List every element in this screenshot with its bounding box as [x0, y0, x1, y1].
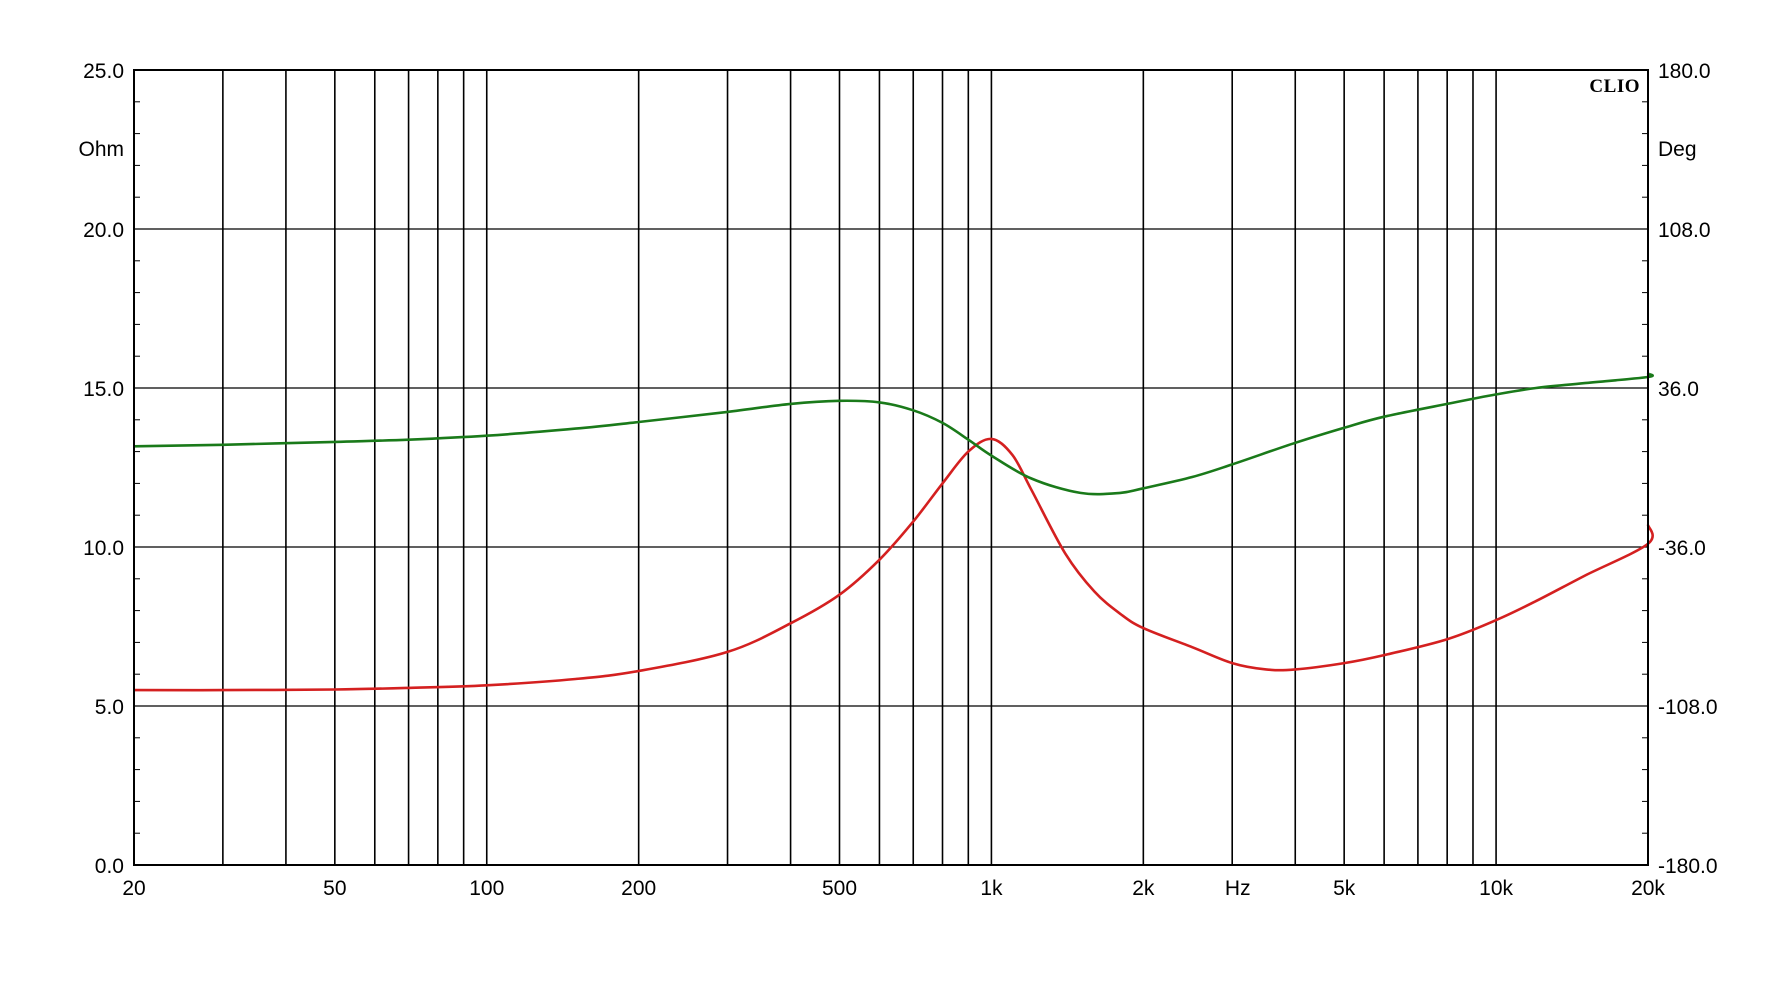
y-left-tick-label: 20.0 — [83, 219, 124, 242]
y-right-tick-label: 36.0 — [1658, 378, 1699, 401]
y-left-tick-label: 5.0 — [95, 696, 124, 719]
y-right-tick-label: -180.0 — [1658, 855, 1718, 878]
y-right-tick-label: -108.0 — [1658, 696, 1718, 719]
y-axis-left-unit: Ohm — [78, 138, 124, 161]
y-left-tick-label: 25.0 — [83, 60, 124, 83]
y-right-tick-label: -36.0 — [1658, 537, 1706, 560]
impedance-curve — [133, 437, 1654, 692]
x-tick-label: 2k — [1132, 877, 1155, 900]
y-right-tick-label: 108.0 — [1658, 219, 1711, 242]
phase-curve — [133, 372, 1654, 496]
x-tick-label: 100 — [469, 877, 504, 900]
x-tick-label: 1k — [980, 877, 1003, 900]
y-axis-right-unit: Deg — [1658, 138, 1697, 161]
y-left-tick-label: 15.0 — [83, 378, 124, 401]
curves — [133, 372, 1654, 692]
x-tick-label: 10k — [1479, 877, 1513, 900]
x-tick-label: 500 — [822, 877, 857, 900]
x-tick-label: 5k — [1333, 877, 1356, 900]
y-right-tick-label: 180.0 — [1658, 60, 1711, 83]
x-tick-label: 20 — [122, 877, 145, 900]
grid — [134, 69, 1649, 866]
x-axis-unit: Hz — [1225, 877, 1251, 900]
clio-brand-label: CLIO — [1589, 76, 1640, 97]
x-tick-label: 200 — [621, 877, 656, 900]
y-left-tick-label: 10.0 — [83, 537, 124, 560]
x-tick-label: 20k — [1631, 877, 1665, 900]
x-tick-label: 50 — [323, 877, 346, 900]
axis-labels: Ohm Deg Hz CLIO 20 50 100 200 500 1k 2k 5k 10k 20… — [78, 60, 1717, 900]
y-left-tick-label: 0.0 — [95, 855, 124, 878]
plot-frame — [133, 69, 1649, 866]
